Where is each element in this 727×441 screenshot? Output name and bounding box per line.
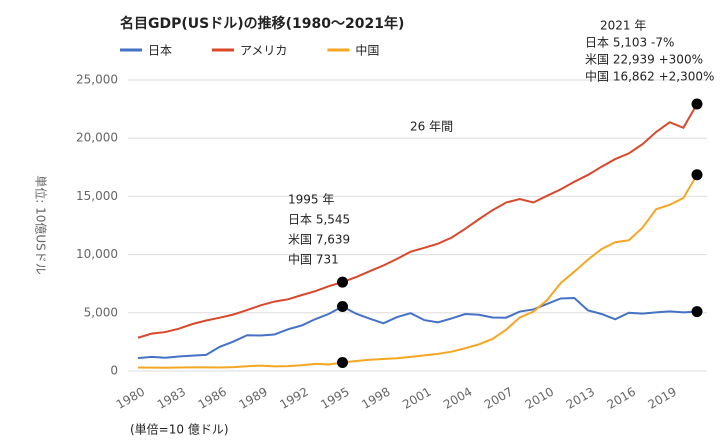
y-axis-label: 単位: 10億USドル xyxy=(34,175,49,275)
x-tick-label: 1986 xyxy=(196,385,229,412)
annotation: 米国 22,939 +300% xyxy=(585,53,703,67)
x-tick-label: 1983 xyxy=(155,385,188,412)
highlight-marker xyxy=(337,300,349,312)
legend-label: 中国 xyxy=(355,43,379,58)
y-tick-label: 25,000 xyxy=(76,73,118,87)
annotation: 日本 5,103 -7% xyxy=(585,36,674,50)
x-tick-label: 1995 xyxy=(318,385,351,412)
legend-label: アメリカ xyxy=(240,44,287,58)
annotation: 中国 731 xyxy=(288,252,339,267)
highlight-marker xyxy=(691,306,703,318)
y-tick-label: 5,000 xyxy=(84,305,118,319)
annotation: 日本 5,545 xyxy=(288,213,350,227)
line xyxy=(137,296,698,360)
highlight-marker xyxy=(337,276,349,288)
chart-title: 名目GDP(USドル)の推移(1980～2021年) xyxy=(120,15,404,32)
line xyxy=(137,174,698,369)
x-tick-label: 2001 xyxy=(400,385,433,412)
y-tick-label: 20,000 xyxy=(76,131,118,145)
x-tick-label: 2010 xyxy=(523,385,556,412)
y-tick-label: 15,000 xyxy=(76,189,118,203)
x-tick-label: 1992 xyxy=(277,385,310,412)
highlight-marker xyxy=(337,356,349,368)
x-tick-label: 1989 xyxy=(237,385,270,412)
x-tick-label: 1980 xyxy=(114,385,147,412)
x-tick-label: 1998 xyxy=(359,385,392,412)
annotation: 2021 年 xyxy=(600,19,646,33)
y-tick-label: 0 xyxy=(110,364,118,378)
annotation: 1995 年 xyxy=(288,193,334,207)
x-tick-label: 2004 xyxy=(441,385,474,412)
y-tick-label: 10,000 xyxy=(76,247,118,261)
line xyxy=(137,103,698,339)
annotation: 中国 16,862 +2,300% xyxy=(585,69,714,84)
x-tick-label: 2016 xyxy=(605,385,638,412)
legend-label: 日本 xyxy=(148,44,172,58)
highlight-marker xyxy=(691,98,703,110)
annotation: 26 年間 xyxy=(410,120,453,134)
x-tick-label: 2007 xyxy=(482,385,515,412)
footnote: (単倍=10 億ドル) xyxy=(130,422,229,437)
x-tick-label: 2013 xyxy=(564,385,597,412)
x-tick-label: 2019 xyxy=(646,385,679,412)
annotation: 米国 7,639 xyxy=(288,233,350,247)
highlight-marker xyxy=(691,169,703,181)
